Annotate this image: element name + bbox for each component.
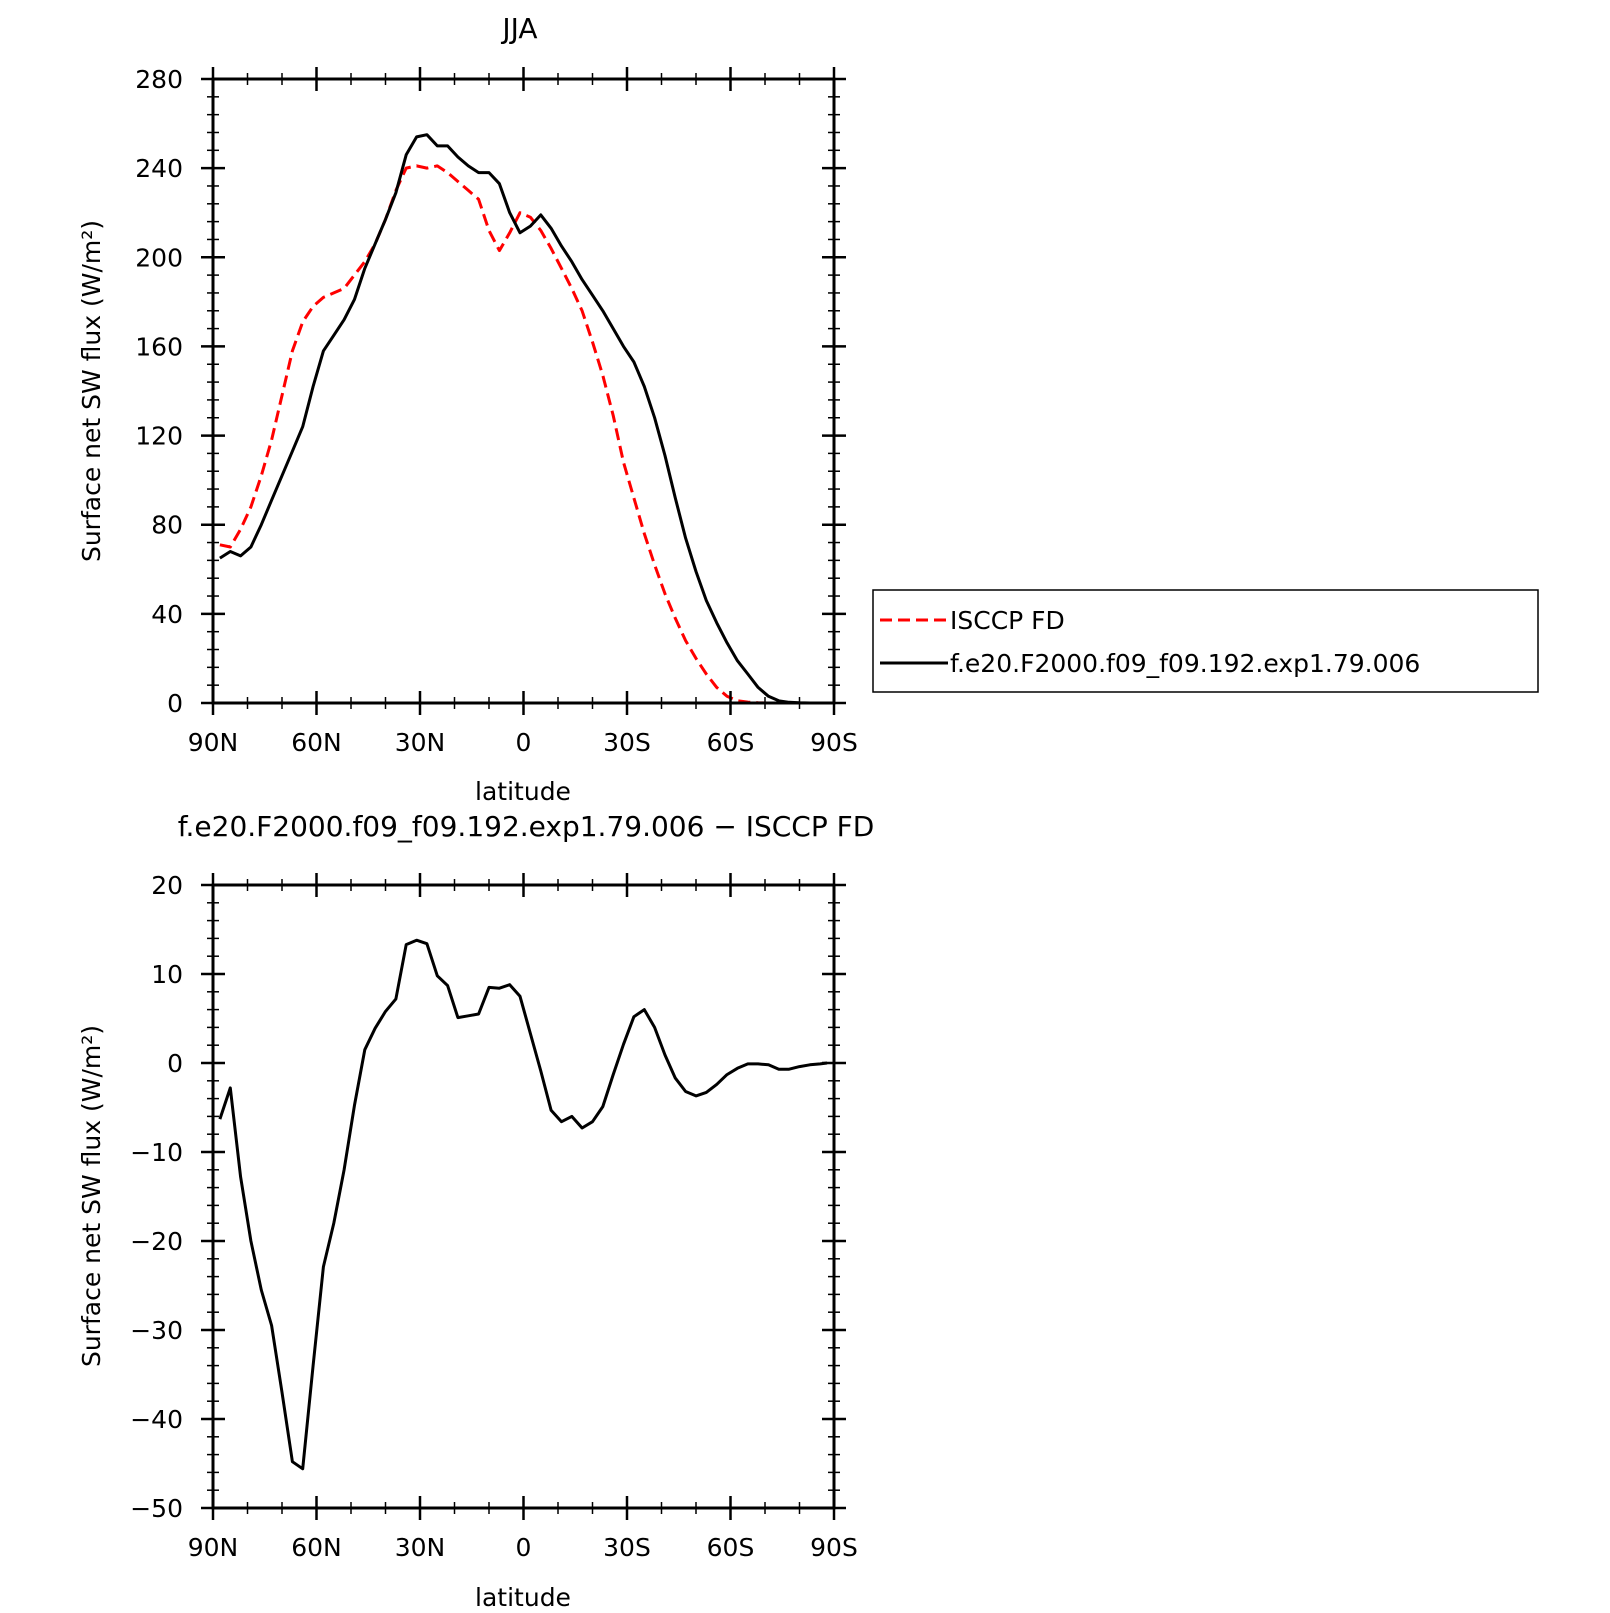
top-panel: JJA 0 40 80 120 160 200 240 280 90N 60N 30N 0 30S 60… bbox=[77, 12, 858, 806]
top-x-tick-label: 90S bbox=[810, 728, 858, 757]
bottom-axis-ticks bbox=[201, 873, 846, 1520]
top-x-tick-label: 90N bbox=[188, 728, 239, 757]
top-y-tick-label: 120 bbox=[135, 422, 183, 451]
top-x-tick-label: 0 bbox=[516, 728, 532, 757]
bottom-x-tick-label: 90S bbox=[810, 1533, 858, 1562]
bottom-x-tick-labels: 90N 60N 30N 0 30S 60S 90S bbox=[188, 1533, 858, 1562]
top-y-tick-labels: 0 40 80 120 160 200 240 280 bbox=[135, 65, 183, 718]
legend-box bbox=[872, 589, 1539, 693]
legend-label-model: f.e20.F2000.f09_f09.192.exp1.79.006 bbox=[950, 649, 1420, 678]
bottom-y-tick-label: −50 bbox=[130, 1494, 183, 1523]
bottom-y-tick-label: −20 bbox=[130, 1227, 183, 1256]
top-y-tick-label: 40 bbox=[151, 600, 183, 629]
top-y-axis-title: Surface net SW flux (W/m²) bbox=[77, 220, 106, 562]
bottom-x-tick-label: 30S bbox=[603, 1533, 651, 1562]
top-series-line-1 bbox=[219, 133, 828, 705]
top-axis-ticks bbox=[201, 67, 846, 715]
top-y-tick-label: 0 bbox=[167, 689, 183, 718]
legend-label-isccp: ISCCP FD bbox=[950, 606, 1065, 635]
top-series-group bbox=[219, 133, 828, 705]
top-y-tick-label: 200 bbox=[135, 243, 183, 272]
bottom-y-tick-label: −30 bbox=[130, 1316, 183, 1345]
top-x-tick-label: 30S bbox=[603, 728, 651, 757]
top-series-line-0 bbox=[219, 164, 828, 705]
top-plot-frame bbox=[211, 77, 836, 705]
bottom-y-tick-label: −10 bbox=[130, 1138, 183, 1167]
bottom-y-tick-label: 10 bbox=[151, 960, 183, 989]
bottom-series-line-0 bbox=[218, 938, 828, 1471]
bottom-x-tick-label: 30N bbox=[395, 1533, 446, 1562]
bottom-plot-frame bbox=[211, 883, 836, 1510]
top-x-tick-label: 60S bbox=[707, 728, 755, 757]
top-y-tick-label: 160 bbox=[135, 332, 183, 361]
bottom-series-group bbox=[218, 938, 828, 1471]
top-x-axis-title: latitude bbox=[475, 777, 571, 806]
bottom-y-axis-title: Surface net SW flux (W/m²) bbox=[77, 1025, 106, 1367]
bottom-y-tick-label: 0 bbox=[167, 1049, 183, 1078]
bottom-y-tick-label: −40 bbox=[130, 1405, 183, 1434]
legend: ISCCP FD f.e20.F2000.f09_f09.192.exp1.79… bbox=[872, 589, 1539, 693]
bottom-panel: f.e20.F2000.f09_f09.192.exp1.79.006 − IS… bbox=[77, 810, 874, 1612]
top-chart-title: JJA bbox=[500, 12, 537, 45]
bottom-x-tick-label: 90N bbox=[188, 1533, 239, 1562]
top-y-tick-label: 280 bbox=[135, 65, 183, 94]
bottom-y-tick-label: 20 bbox=[151, 871, 183, 900]
bottom-x-axis-title: latitude bbox=[475, 1583, 571, 1612]
bottom-y-tick-labels: −50 −40 −30 −20 −10 0 10 20 bbox=[130, 871, 183, 1523]
top-x-tick-labels: 90N 60N 30N 0 30S 60S 90S bbox=[188, 728, 858, 757]
top-x-tick-label: 60N bbox=[291, 728, 342, 757]
top-y-tick-label: 240 bbox=[135, 154, 183, 183]
top-x-tick-label: 30N bbox=[395, 728, 446, 757]
bottom-x-tick-label: 60S bbox=[707, 1533, 755, 1562]
bottom-x-tick-label: 60N bbox=[291, 1533, 342, 1562]
bottom-x-tick-label: 0 bbox=[516, 1533, 532, 1562]
bottom-chart-title: f.e20.F2000.f09_f09.192.exp1.79.006 − IS… bbox=[178, 810, 875, 843]
top-y-tick-label: 80 bbox=[151, 511, 183, 540]
